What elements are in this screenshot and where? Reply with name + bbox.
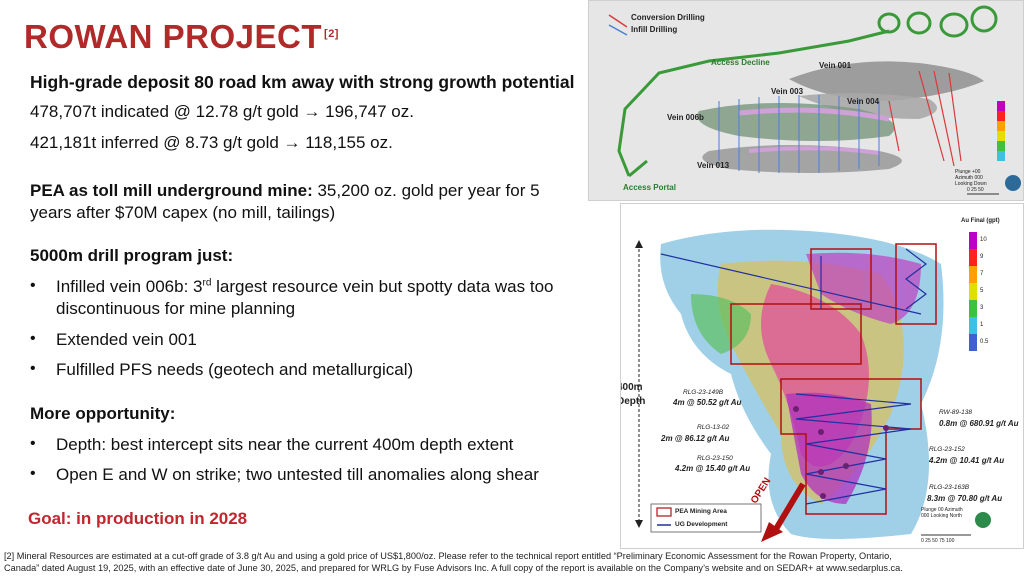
conversion-drill-lines xyxy=(888,70,962,167)
vein-003-label: Vein 003 xyxy=(771,87,804,96)
bullet-icon: • xyxy=(30,360,36,377)
vein-006b-label: Vein 006b xyxy=(667,113,704,122)
intercept-value: 4.2m @ 15.40 g/t Au xyxy=(675,464,751,473)
footnote: [2] Mineral Resources are estimated at a… xyxy=(4,550,1020,574)
drill-b1-sup: rd xyxy=(202,277,212,289)
grade-color-legend xyxy=(969,232,977,351)
drill-b1-post: largest resource vein but spotty data wa… xyxy=(211,277,554,296)
intercept-hole: RLG-23-152 xyxy=(929,446,965,453)
legend-pea-label: PEA Mining Area xyxy=(675,508,727,515)
grade-color-legend xyxy=(997,101,1005,161)
intercept-value: 4.2m @ 10.41 g/t Au xyxy=(929,456,1005,465)
drill-bullet-3: Fulfilled PFS needs (geotech and metallu… xyxy=(56,360,414,379)
legend-value-3: 3 xyxy=(980,305,984,311)
mine-model-graphic xyxy=(608,5,1021,195)
legend-conversion-label: Conversion Drilling xyxy=(631,13,705,22)
legend-value-5: 5 xyxy=(980,288,984,294)
goal-statement: Goal: in production in 2028 xyxy=(28,509,248,528)
shaft-rings xyxy=(877,5,998,38)
scale-label: 0 25 50 75 100 xyxy=(921,538,955,544)
open-arrow-icon xyxy=(770,482,806,536)
intercept-hole: RLG-23-150 xyxy=(697,455,733,462)
legend-title: Au Final (gpt) xyxy=(961,218,1000,224)
infill-drill-lines xyxy=(718,95,880,173)
depth-label-2: Depth xyxy=(621,396,646,407)
compass-icon xyxy=(975,512,991,528)
ug-development xyxy=(660,248,927,505)
opportunity-bullet-1: Depth: best intercept sits near the curr… xyxy=(56,435,514,454)
depth-arrow-down-icon xyxy=(635,520,643,528)
title-footnote-ref: [2] xyxy=(324,28,339,40)
pea-mining-area xyxy=(730,243,937,515)
pea-text: 35,200 oz. gold per year for 5 xyxy=(312,181,540,200)
bullet-icon: • xyxy=(30,277,36,294)
compass-icon xyxy=(1005,175,1021,191)
depth-arrow-up-icon xyxy=(635,240,643,248)
legend-value-10: 10 xyxy=(980,237,987,243)
map-legend-box xyxy=(650,503,762,533)
bullet-icon: • xyxy=(30,330,36,347)
scale-label: 0 25 50 xyxy=(967,187,984,193)
footnote-line-2: Canada” dated August 19, 2025, with an e… xyxy=(4,563,903,573)
compass-label: Plunge 00 Azimuth 000 Looking North xyxy=(921,507,963,519)
resource-indicated: 478,707t indicated @ 12.78 g/t gold → 19… xyxy=(30,102,414,121)
legend-ug-label: UG Development xyxy=(675,521,728,528)
legend-infill-label: Infill Drilling xyxy=(631,25,678,34)
legend-pea-icon xyxy=(656,507,672,517)
long-section-figure: Au Final (gpt) 10 9 7 5 3 1 0.5 400m Dep… xyxy=(620,203,1024,549)
drill-b1-pre: Infilled vein 006b: 3 xyxy=(56,277,203,296)
access-decline-label: Access Decline xyxy=(711,58,770,67)
drill-heading: 5000m drill program just: xyxy=(30,246,234,265)
vein-013-label: Vein 013 xyxy=(697,161,730,170)
mine-model-figure: Conversion Drilling Infill Drilling Acce… xyxy=(588,0,1024,201)
bullet-icon: • xyxy=(30,435,36,452)
vein-001-label: Vein 001 xyxy=(819,61,852,70)
drill-bullet-1-line-2: discontinuous for mine planning xyxy=(56,299,296,318)
intercept-value: 4m @ 50.52 g/t Au xyxy=(673,398,742,407)
title-text: ROWAN PROJECT xyxy=(24,18,323,55)
drill-bullet-2: Extended vein 001 xyxy=(56,330,197,349)
intercept-hole: RLG-13-02 xyxy=(697,424,730,431)
intercept-value: 8.3m @ 70.80 g/t Au xyxy=(927,494,1003,503)
access-portal-label: Access Portal xyxy=(623,183,676,192)
page-title: ROWAN PROJECT [2] xyxy=(24,18,339,56)
legend-value-9: 9 xyxy=(980,254,984,260)
long-section-graphic xyxy=(635,229,991,542)
drill-bullet-1: Infilled vein 006b: 3rd largest resource… xyxy=(56,277,553,297)
vein-bodies xyxy=(697,61,984,173)
legend-value-1: 1 xyxy=(980,322,984,328)
access-portal-line xyxy=(628,159,648,178)
pea-line-1: PEA as toll mill underground mine: 35,20… xyxy=(30,181,540,201)
intercept-value: 2m @ 86.12 g/t Au xyxy=(661,434,730,443)
pea-line-2: years after $70M capex (no mill, tailing… xyxy=(30,203,336,222)
headline: High-grade deposit 80 road km away with … xyxy=(30,72,575,92)
grade-shell xyxy=(660,229,944,539)
footnote-line-1: [2] Mineral Resources are estimated at a… xyxy=(4,551,892,561)
intercept-hole: RLG-23-149B xyxy=(683,389,724,396)
depth-label: 400m xyxy=(621,382,643,393)
resource-inferred: 421,181t inferred @ 8.73 g/t gold → 118,… xyxy=(30,133,393,152)
opportunity-heading: More opportunity: xyxy=(30,404,176,423)
compass-label: Plunge +00 Azimuth 000 Looking Down xyxy=(955,169,987,187)
pea-bold-label: PEA as toll mill underground mine: xyxy=(30,181,313,200)
open-arrowhead-icon xyxy=(761,522,783,542)
opportunity-bullet-2: Open E and W on strike; two untested til… xyxy=(56,465,539,484)
bullet-icon: • xyxy=(30,465,36,482)
legend-value-7: 7 xyxy=(980,271,984,277)
vein-004-label: Vein 004 xyxy=(847,97,880,106)
intercept-value: 0.8m @ 680.91 g/t Au xyxy=(939,419,1019,428)
legend-value-0-5: 0.5 xyxy=(980,339,989,345)
intercept-points xyxy=(793,406,889,499)
intercept-hole: RW-89-138 xyxy=(939,409,972,416)
intercept-hole: RLG-23-163B xyxy=(929,484,970,491)
access-decline-line xyxy=(617,29,890,177)
legend-infill-icon xyxy=(608,24,628,36)
legend-conversion-icon xyxy=(608,14,628,28)
